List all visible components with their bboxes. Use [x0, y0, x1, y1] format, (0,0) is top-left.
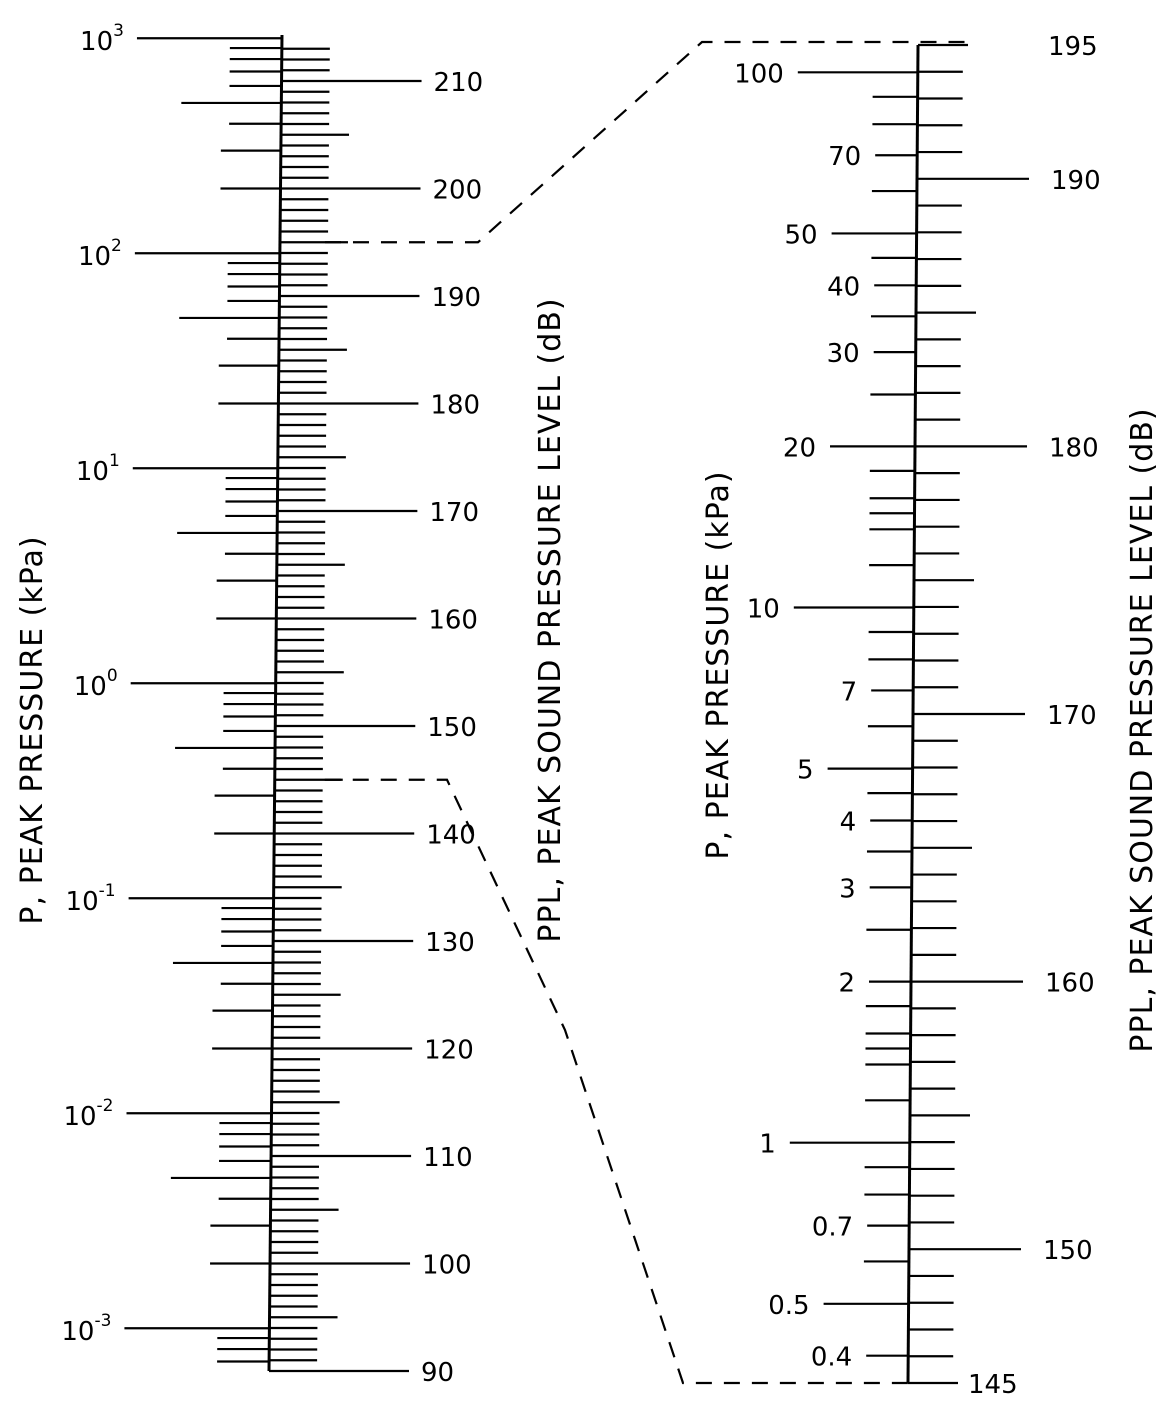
right-spl-tick-label: 170	[1047, 701, 1097, 731]
left-pressure-axis-title: P, PEAK PRESSURE (kPa)	[15, 535, 50, 924]
left-pressure-label-base: 10	[76, 457, 109, 487]
left-pressure-label-exponent: 2	[111, 236, 122, 256]
right-pressure-tick-label: 70	[828, 142, 861, 172]
right-pressure-tick-label: 10	[747, 595, 780, 625]
right-pressure-tick-label: 7	[841, 677, 858, 707]
left-spl-tick-label: 100	[422, 1251, 472, 1281]
left-spl-tick-label: 160	[428, 606, 478, 636]
left-pressure-label-base: 10	[80, 27, 113, 57]
right-pressure-tick-label: 100	[734, 59, 784, 89]
left-axis-line	[267, 34, 284, 1372]
right-pressure-tick-label: 3	[839, 874, 856, 904]
right-spl-tick-label: 180	[1049, 433, 1099, 463]
left-spl-tick-label: 110	[423, 1143, 473, 1173]
right-spl-tick-label: 145	[968, 1370, 1018, 1400]
left-pressure-label-exponent: -1	[99, 881, 116, 901]
right-pressure-tick-label: 0.4	[811, 1343, 852, 1373]
right-spl-tick-label: 195	[1048, 32, 1098, 62]
left-pressure-label-base: 10	[78, 242, 111, 272]
left-pressure-label-base: 10	[63, 1102, 96, 1132]
left-pressure-tick-label: 101	[76, 451, 120, 487]
left-scale: 10310210110010-110-210-32102001901801701…	[61, 21, 483, 1388]
left-spl-tick-label: 170	[429, 498, 479, 528]
right-pressure-tick-label: 50	[785, 220, 818, 250]
right-scale: 100 70 50 40 30 20 10 7 54 3 2 1 0.7 0.50.4 195 190 180 1…	[734, 32, 1100, 1400]
right-pressure-tick-label: 2	[838, 969, 855, 999]
left-pressure-label-base: 10	[74, 672, 107, 702]
left-pressure-tick-label: 102	[78, 236, 122, 272]
upper-zoom-connector	[324, 40, 974, 244]
right-pressure-axis-title: P, PEAK PRESSURE (kPa)	[701, 470, 736, 859]
left-spl-tick-label: 120	[424, 1036, 474, 1066]
left-pressure-label-exponent: -3	[94, 1311, 111, 1331]
left-pressure-label-exponent: 1	[109, 451, 120, 471]
right-spl-tick-label: 160	[1045, 969, 1095, 999]
right-pressure-tick-label: 4	[840, 807, 857, 837]
right-pressure-tick-label: 0.7	[812, 1213, 853, 1243]
right-pressure-tick-label: 30	[827, 339, 860, 369]
right-spl-axis-title: PPL, PEAK SOUND PRESSURE LEVEL (dB)	[1125, 407, 1160, 1052]
left-spl-axis-title: PPL, PEAK SOUND PRESSURE LEVEL (dB)	[533, 297, 568, 942]
left-pressure-tick-label: 103	[80, 21, 124, 57]
right-pressure-tick-label: 1	[759, 1130, 776, 1160]
right-pressure-tick-label: 40	[827, 272, 860, 302]
left-pressure-label-exponent: -2	[97, 1096, 114, 1116]
right-axis-line	[906, 44, 920, 1384]
left-pressure-tick-label: 10-2	[63, 1096, 113, 1132]
left-pressure-tick-label: 10-1	[66, 881, 116, 917]
left-pressure-label-base: 10	[66, 887, 99, 917]
left-spl-tick-label: 90	[421, 1358, 454, 1388]
left-pressure-label-exponent: 0	[107, 666, 118, 686]
zoom-connector-lines	[324, 40, 974, 1385]
right-pressure-tick-label: 0.5	[768, 1291, 809, 1321]
left-spl-tick-label: 130	[425, 928, 475, 958]
right-pressure-tick-label: 5	[797, 756, 814, 786]
right-pressure-tick-label: 20	[783, 433, 816, 463]
left-spl-tick-label: 150	[427, 713, 477, 743]
left-pressure-tick-label: 10-3	[61, 1311, 111, 1347]
lower-zoom-connector	[324, 778, 908, 1385]
left-spl-tick-label: 200	[432, 176, 482, 206]
left-spl-tick-label: 190	[431, 283, 481, 313]
left-pressure-tick-label: 100	[74, 666, 118, 702]
left-pressure-label-exponent: 3	[113, 21, 124, 41]
right-spl-tick-label: 190	[1051, 166, 1101, 196]
left-pressure-label-base: 10	[61, 1317, 94, 1347]
left-spl-tick-label: 180	[430, 391, 480, 421]
right-spl-tick-label: 150	[1043, 1236, 1093, 1266]
left-spl-tick-label: 210	[434, 68, 484, 98]
